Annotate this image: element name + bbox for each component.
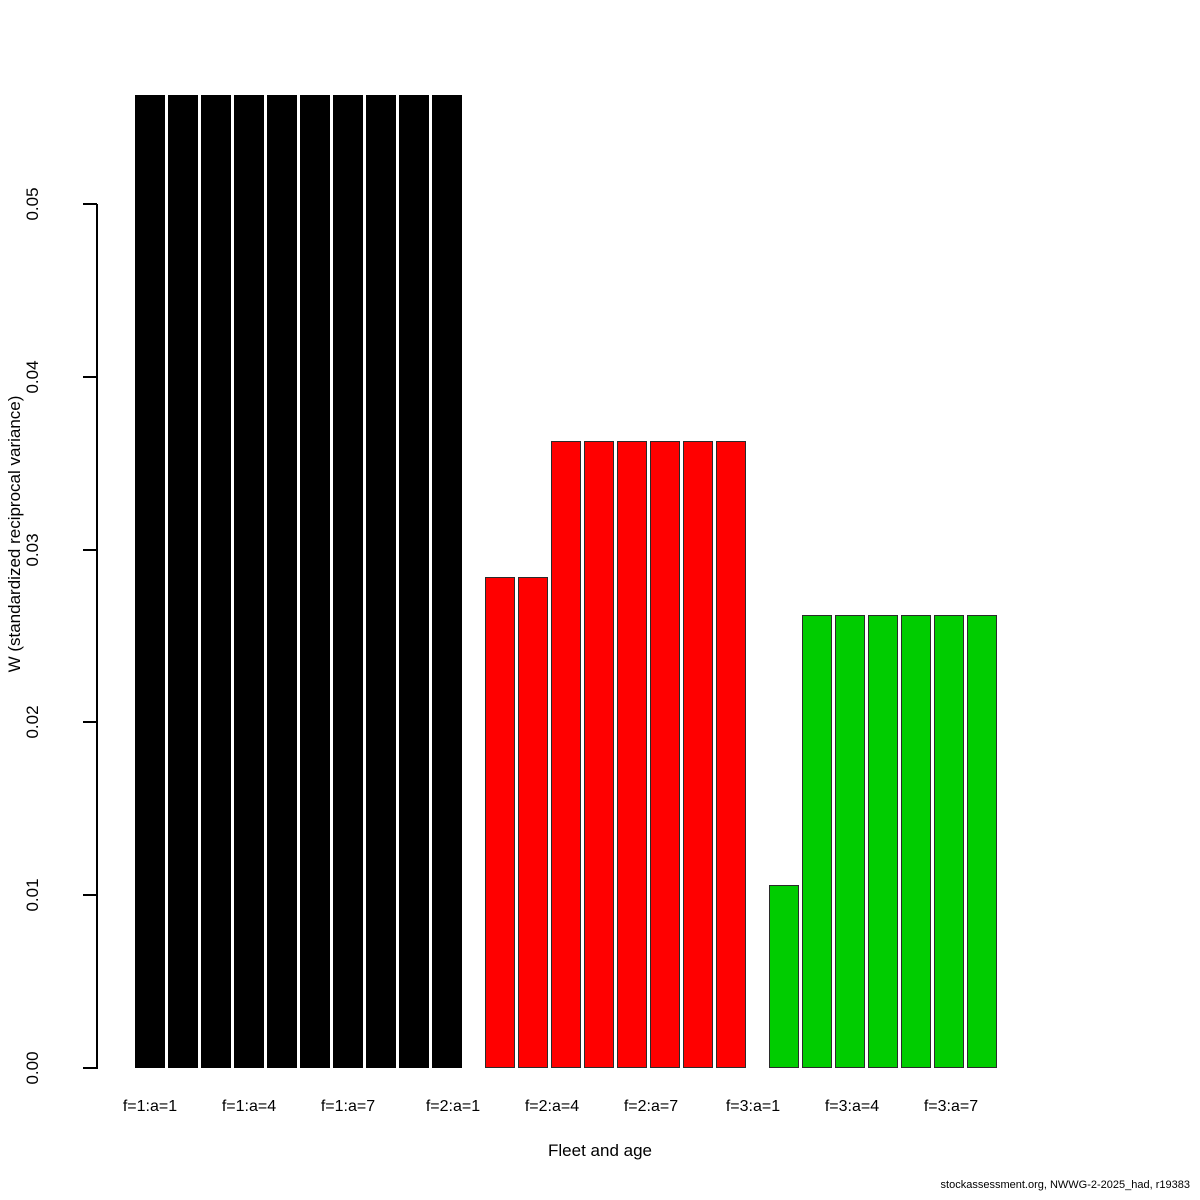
x-axis-tick-label: f=3:a=4 <box>824 1098 880 1115</box>
x-axis-tick-label: f=2:a=4 <box>524 1098 580 1115</box>
bar <box>201 95 231 1068</box>
x-axis-tick-label: f=2:a=1 <box>425 1098 481 1115</box>
y-axis-tick-mark <box>83 548 97 551</box>
bar <box>267 95 297 1068</box>
bar <box>650 440 680 1068</box>
bar <box>967 615 997 1068</box>
bar <box>168 95 198 1068</box>
x-axis-tick-label: f=1:a=4 <box>221 1098 277 1115</box>
x-axis-title: Fleet and age <box>548 1141 652 1160</box>
bar <box>333 95 363 1068</box>
y-axis-tick-mark <box>83 203 97 205</box>
bar <box>584 440 614 1068</box>
bar <box>683 440 713 1068</box>
bar <box>901 615 931 1068</box>
x-axis-tick-label: f=1:a=7 <box>320 1098 376 1115</box>
x-axis-tick-label: f=3:a=7 <box>923 1098 979 1115</box>
x-axis-tick-label: f=3:a=1 <box>725 1098 781 1115</box>
bar <box>802 615 832 1068</box>
footer-credit: stockassessment.org, NWWG-2-2025_had, r1… <box>940 1179 1190 1191</box>
bar <box>551 440 581 1068</box>
bar <box>366 95 396 1068</box>
bar <box>934 615 964 1068</box>
bar <box>617 440 647 1068</box>
y-axis-line <box>96 204 98 1069</box>
y-axis-tick-mark <box>83 894 97 897</box>
bar <box>868 615 898 1068</box>
x-axis-tick-label: f=1:a=1 <box>122 1098 178 1115</box>
bar <box>432 95 462 1068</box>
bar <box>769 884 799 1068</box>
y-axis-tick-mark <box>83 1067 97 1069</box>
x-axis-tick-label: f=2:a=7 <box>623 1098 679 1115</box>
bar <box>300 95 330 1068</box>
bar <box>835 615 865 1068</box>
bar <box>716 440 746 1068</box>
bar <box>518 577 548 1068</box>
bar <box>234 95 264 1068</box>
bar <box>485 577 515 1068</box>
bar <box>135 95 165 1068</box>
y-axis-tick-mark <box>83 375 97 378</box>
y-axis-tick-mark <box>83 721 97 724</box>
bar <box>399 95 429 1068</box>
